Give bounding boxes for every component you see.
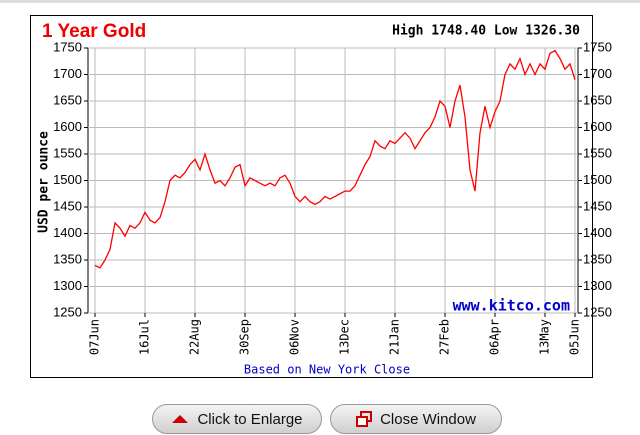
x-tick-label: 06Apr [488, 319, 502, 355]
y-tick-label: 1750 [53, 39, 82, 54]
y2-tick-label: 1500 [583, 172, 612, 187]
window-icon [356, 411, 373, 427]
close-button[interactable]: Close Window [330, 404, 502, 434]
x-tick-label: 21Jan [388, 319, 402, 355]
y2-tick-label: 1750 [583, 39, 612, 54]
chart-title: 1 Year Gold [42, 21, 146, 42]
x-tick-label: 13Dec [338, 319, 352, 355]
y2-tick-label: 1450 [583, 198, 612, 213]
y-tick-label: 1350 [53, 251, 82, 266]
price-line [94, 49, 576, 269]
y2-tick-label: 1650 [583, 92, 612, 107]
top-bar [0, 0, 640, 3]
chart: 1 Year Gold High 1748.40 Low 1326.30 USD… [0, 0, 640, 378]
y-tick-label: 1500 [53, 172, 82, 187]
x-tick-label: 22Aug [188, 319, 202, 355]
x-tick-label: 27Feb [438, 319, 452, 355]
y-tick-label: 1700 [53, 66, 82, 81]
y2-tick-label: 1350 [583, 251, 612, 266]
y-tick-label: 1550 [53, 145, 82, 160]
y2-tick-label: 1300 [583, 278, 612, 293]
enlarge-button[interactable]: Click to Enlarge [152, 404, 322, 434]
y-tick-label: 1450 [53, 198, 82, 213]
x-tick-label: 16Jul [138, 319, 152, 355]
x-tick-label: 30Sep [238, 319, 252, 355]
y-axis-label: USD per ounce [37, 131, 52, 233]
y-tick-label: 1650 [53, 92, 82, 107]
y2-tick-label: 1400 [583, 225, 612, 240]
y2-tick-label: 1550 [583, 145, 612, 160]
y-tick-label: 1300 [53, 278, 82, 293]
annotation: High 1748.40 Low 1326.30 [392, 24, 580, 39]
y2-tick-label: 1700 [583, 66, 612, 81]
arrow-icon [172, 415, 189, 423]
x-tick-label: 06Nov [288, 319, 302, 355]
y-tick-label: 1400 [53, 225, 82, 240]
x-tick-label: 05Jun [568, 319, 582, 355]
y-tick-label: 1600 [53, 119, 82, 134]
y2-tick-label: 1250 [583, 304, 612, 319]
y2-tick-label: 1600 [583, 119, 612, 134]
x-tick-label: 13May [538, 319, 552, 355]
button-label: Close Window [380, 410, 476, 428]
y-tick-label: 1250 [53, 304, 82, 319]
watermark: www.kitco.com [453, 297, 570, 315]
footnote: Based on New York Close [244, 363, 410, 377]
x-tick-label: 07Jun [88, 319, 102, 355]
button-label: Click to Enlarge [197, 410, 303, 428]
